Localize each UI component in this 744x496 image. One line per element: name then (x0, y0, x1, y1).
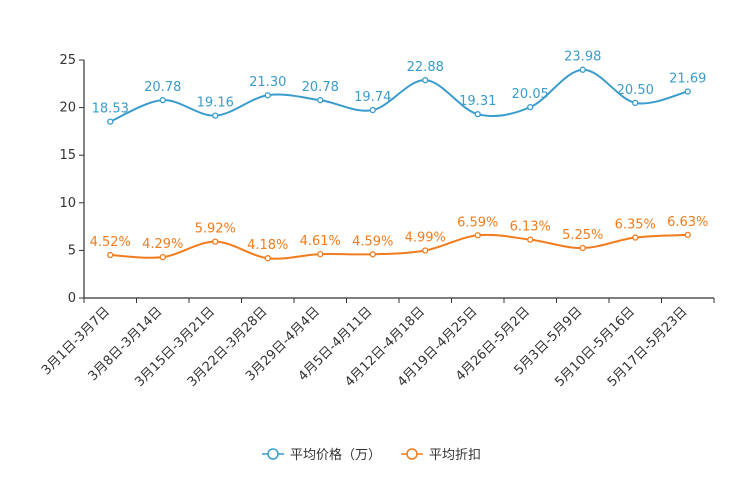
data-label: 6.63% (667, 215, 708, 230)
data-label: 21.30 (249, 75, 286, 90)
legend-marker-icon (406, 448, 418, 460)
data-point[interactable] (579, 66, 586, 73)
data-label: 4.52% (90, 235, 131, 250)
series-line-1 (110, 233, 688, 260)
data-point[interactable] (579, 244, 586, 252)
data-point[interactable] (422, 77, 429, 84)
data-label: 18.53 (92, 102, 129, 117)
legend-item-1[interactable]: 平均折扣 (401, 448, 481, 463)
y-tick-label: 20 (59, 101, 76, 116)
data-label: 20.78 (144, 80, 181, 95)
data-label: 6.13% (510, 220, 551, 235)
y-tick-label: 0 (68, 291, 76, 306)
series-lines (107, 66, 691, 262)
data-label: 4.29% (142, 237, 183, 252)
legend[interactable]: 平均价格（万） 平均折扣 (262, 447, 481, 463)
y-tick-label: 15 (59, 148, 76, 163)
legend-label: 平均价格（万） (290, 447, 381, 463)
y-tick-label: 5 (68, 243, 76, 258)
data-label: 5.92% (195, 222, 236, 237)
data-point[interactable] (527, 103, 534, 111)
data-label: 19.74 (354, 90, 391, 105)
data-point[interactable] (684, 88, 691, 95)
data-label: 5.25% (562, 228, 603, 243)
data-label: 23.98 (564, 50, 601, 65)
data-point[interactable] (632, 234, 639, 241)
data-label: 6.35% (615, 218, 656, 233)
data-point[interactable] (107, 118, 114, 125)
data-label: 20.05 (512, 87, 549, 102)
data-point[interactable] (422, 247, 429, 254)
data-label: 19.16 (197, 96, 234, 111)
data-labels: 18.53 20.78 19.16 21.30 20.78 19.74 22.88 19.31… (90, 50, 709, 253)
data-point[interactable] (317, 97, 324, 104)
data-point[interactable] (369, 251, 376, 258)
data-label: 4.61% (300, 234, 341, 249)
legend-item-0[interactable]: 平均价格（万） (262, 447, 381, 463)
data-point[interactable] (474, 111, 481, 118)
data-point[interactable] (159, 97, 166, 104)
data-point[interactable] (317, 250, 324, 258)
data-label: 20.78 (302, 80, 339, 95)
data-point[interactable] (107, 251, 114, 259)
data-label: 20.50 (617, 83, 654, 98)
data-point[interactable] (684, 231, 691, 239)
y-tick-label: 10 (59, 196, 76, 211)
data-label: 4.99% (405, 230, 446, 245)
data-point[interactable] (212, 112, 219, 119)
legend-marker-icon (267, 448, 279, 460)
data-point[interactable] (159, 254, 166, 261)
data-label: 6.59% (457, 215, 498, 230)
data-point[interactable] (264, 92, 271, 99)
data-point[interactable] (212, 238, 219, 245)
data-point[interactable] (474, 232, 481, 239)
data-point[interactable] (264, 255, 271, 262)
data-point[interactable] (527, 236, 534, 243)
legend-label: 平均折扣 (429, 448, 481, 463)
y-tick-label: 25 (59, 53, 76, 68)
data-point[interactable] (369, 106, 376, 114)
data-label: 4.59% (352, 234, 393, 249)
data-label: 21.69 (669, 72, 706, 87)
data-label: 4.18% (247, 238, 288, 253)
data-point[interactable] (632, 99, 639, 106)
data-label: 19.31 (459, 94, 496, 109)
data-label: 22.88 (407, 60, 444, 75)
